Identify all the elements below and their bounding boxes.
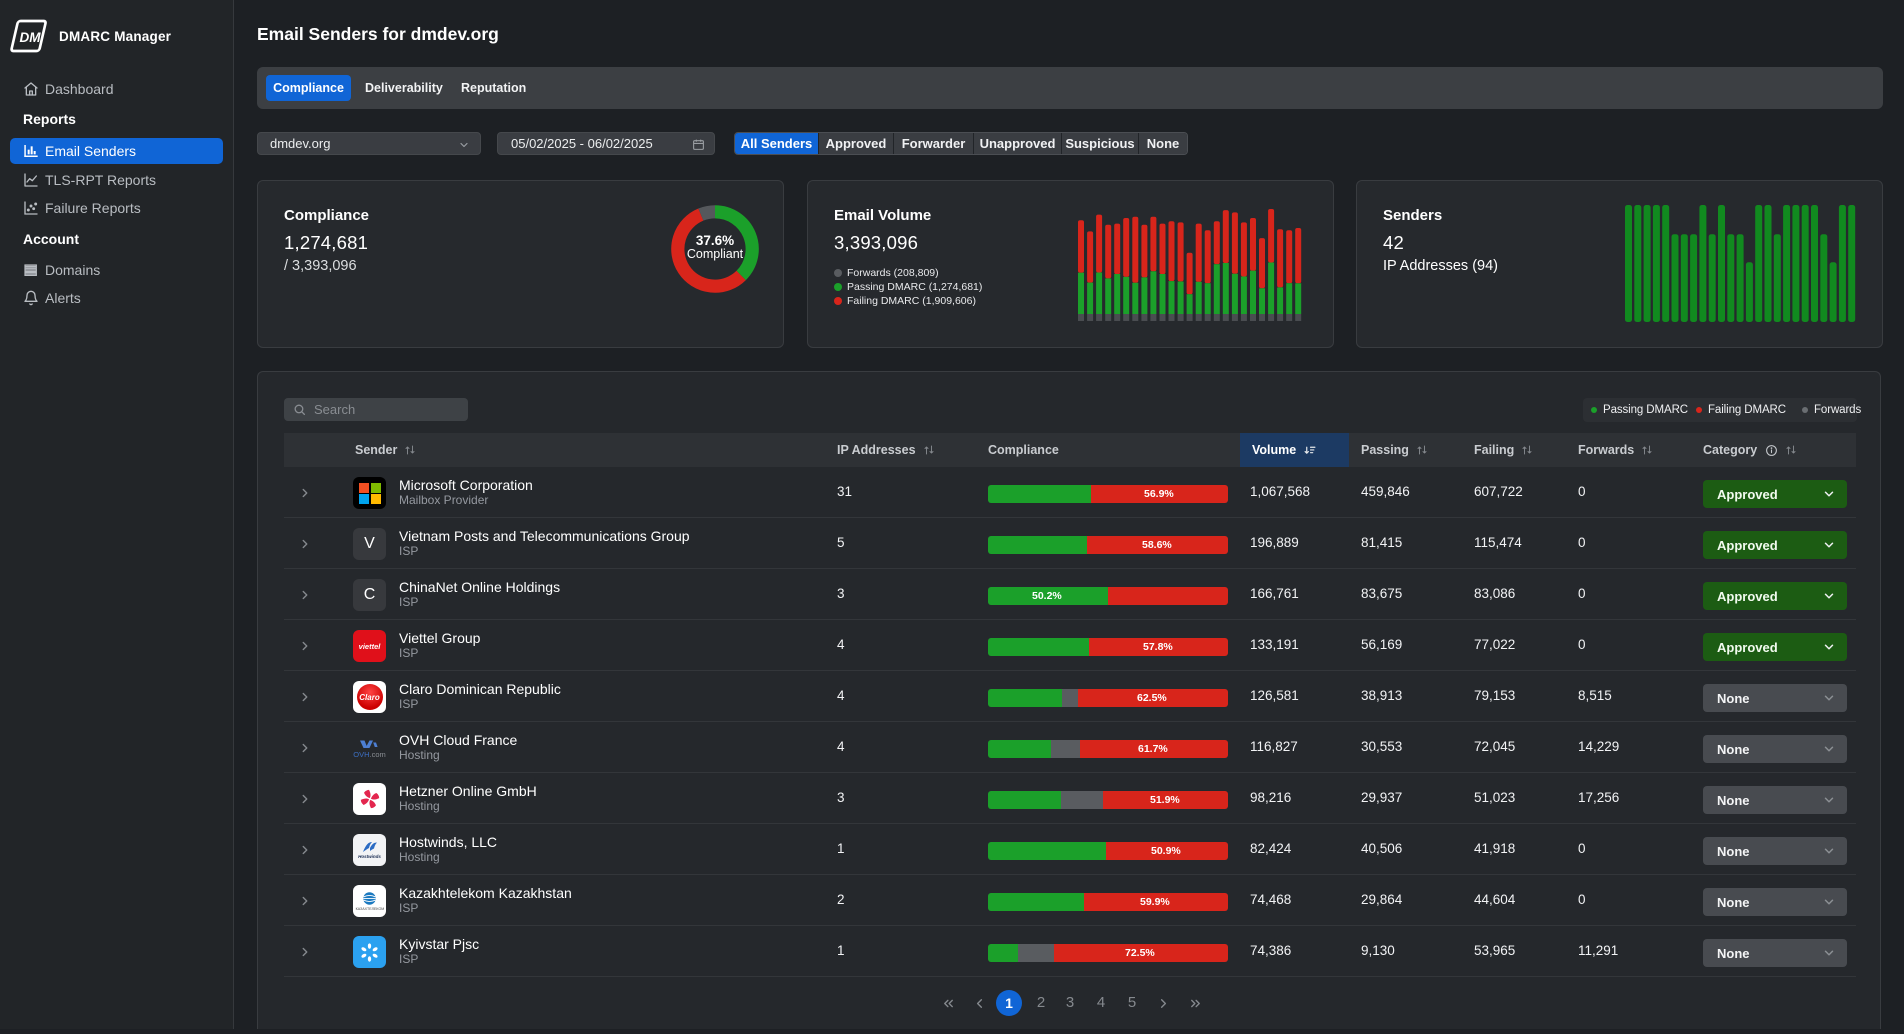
svg-text:DM: DM xyxy=(20,30,42,45)
